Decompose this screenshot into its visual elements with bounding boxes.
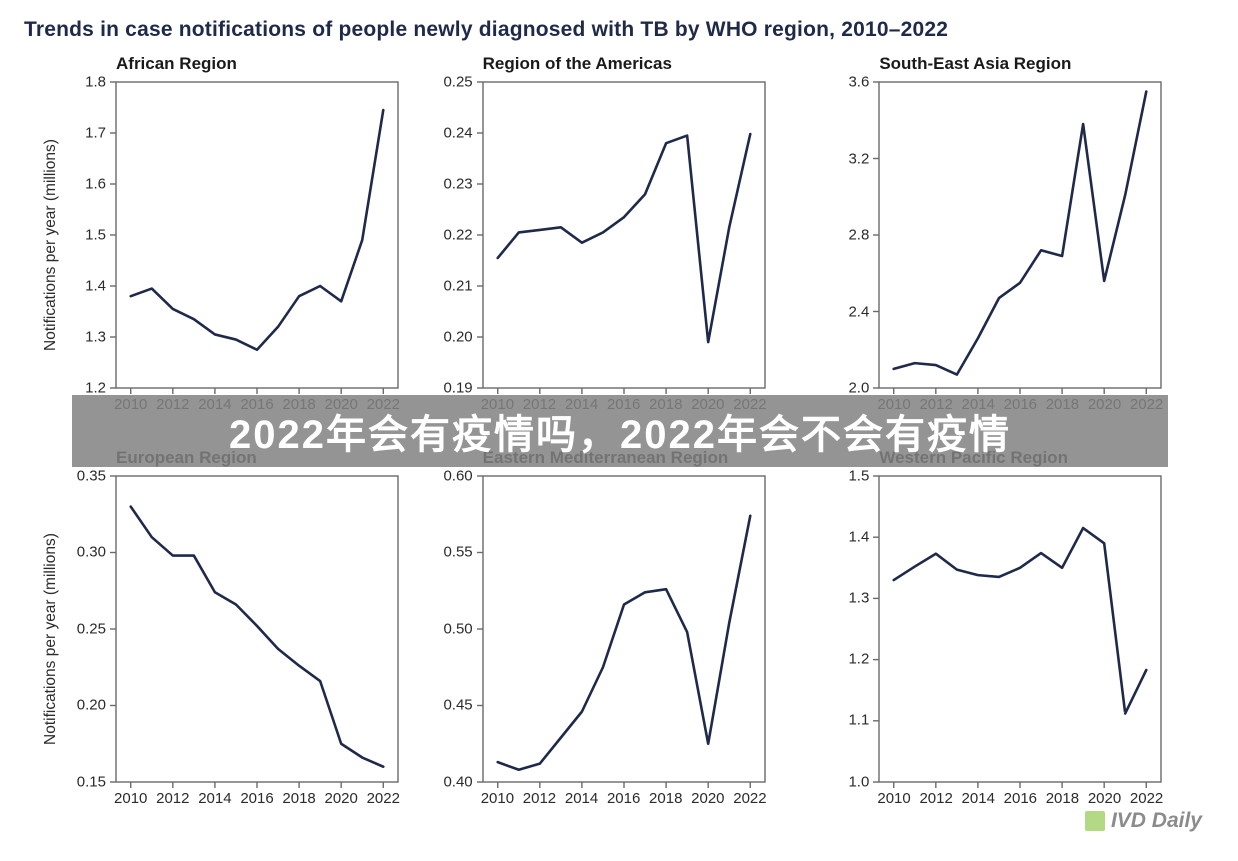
y-tick-label: 0.20 [443, 329, 472, 346]
y-tick-label: 3.2 [848, 150, 869, 167]
series-line [497, 515, 750, 769]
y-tick-label: 1.5 [85, 227, 106, 244]
plot-area [879, 476, 1161, 782]
series-line-tail [1126, 670, 1147, 713]
y-tick-label: 1.4 [848, 528, 869, 545]
x-tick-label: 2018 [1046, 790, 1079, 807]
panel-seasia: South-East Asia Region2.02.42.83.23.6201… [817, 48, 1214, 442]
y-tick-label: 0.45 [443, 697, 472, 714]
panel-african: African Region Notifications per year (mi… [24, 48, 421, 442]
x-tick-label: 2012 [156, 790, 189, 807]
panel-emed: Eastern Mediterranean Region0.400.450.50… [421, 442, 818, 836]
watermark-text: IVD Daily [1111, 809, 1202, 833]
y-tick-label: 0.23 [443, 176, 472, 193]
y-axis-label: Notifications per year (millions) [42, 139, 60, 351]
x-tick-label: 2022 [1130, 790, 1163, 807]
x-tick-label: 2014 [198, 790, 231, 807]
x-tick-label: 2010 [114, 790, 147, 807]
y-tick-label: 0.20 [77, 697, 106, 714]
y-tick-label: 0.25 [443, 74, 472, 91]
x-tick-label: 2020 [1088, 790, 1121, 807]
panel-wpac: Western Pacific Region1.01.11.21.31.41.5… [817, 442, 1214, 836]
y-tick-label: 1.0 [848, 773, 869, 790]
y-tick-label: 0.15 [77, 773, 106, 790]
x-tick-label: 2012 [523, 790, 556, 807]
y-tick-label: 0.19 [443, 380, 472, 397]
series-line [131, 110, 384, 350]
x-tick-label: 2010 [481, 790, 514, 807]
plot-area [879, 82, 1161, 388]
x-tick-label: 2016 [1004, 790, 1037, 807]
x-tick-label: 2016 [240, 790, 273, 807]
x-tick-label: 2016 [607, 790, 640, 807]
series-line [131, 506, 384, 766]
y-tick-label: 1.2 [85, 380, 106, 397]
plot-area [116, 476, 398, 782]
y-tick-label: 2.0 [848, 380, 869, 397]
y-tick-label: 1.7 [85, 125, 106, 142]
wechat-icon [1085, 811, 1105, 831]
y-tick-label: 1.3 [85, 329, 106, 346]
y-tick-label: 1.5 [848, 467, 869, 484]
y-tick-label: 2.4 [848, 303, 869, 320]
x-tick-label: 2014 [962, 790, 995, 807]
y-tick-label: 2.8 [848, 227, 869, 244]
x-tick-label: 2020 [324, 790, 357, 807]
page-title: Trends in case notifications of people n… [24, 18, 1214, 42]
y-tick-label: 0.40 [443, 773, 472, 790]
y-tick-label: 1.8 [85, 74, 106, 91]
y-tick-label: 3.6 [848, 74, 869, 91]
y-tick-label: 1.2 [848, 651, 869, 668]
x-tick-label: 2018 [649, 790, 682, 807]
y-tick-label: 0.35 [77, 467, 106, 484]
y-axis-label: Notifications per year (millions) [42, 533, 60, 745]
y-tick-label: 0.60 [443, 467, 472, 484]
series-line [894, 528, 1147, 716]
x-tick-label: 2018 [282, 790, 315, 807]
x-tick-label: 2010 [877, 790, 910, 807]
y-tick-label: 0.55 [443, 544, 472, 561]
y-tick-label: 0.50 [443, 620, 472, 637]
y-tick-label: 0.25 [77, 620, 106, 637]
overlay-banner-text: 2022年会有疫情吗，2022年会不会有疫情 [229, 402, 1011, 460]
y-tick-label: 1.4 [85, 278, 106, 295]
y-tick-label: 1.1 [848, 712, 869, 729]
plot-area [483, 476, 765, 782]
series-line [497, 134, 750, 342]
y-tick-label: 1.3 [848, 589, 869, 606]
watermark: IVD Daily [1085, 809, 1202, 833]
plot-area [116, 82, 398, 388]
series-line [894, 92, 1147, 375]
overlay-banner: 2022年会有疫情吗，2022年会不会有疫情 [72, 395, 1168, 467]
panel-americas: Region of the Americas 0.19 0.20 0.21 0.22 0.… [421, 48, 818, 442]
panel-title: South-East Asia Region [879, 54, 1071, 74]
y-tick-label: 0.22 [443, 227, 472, 244]
y-tick-label: 0.24 [443, 125, 472, 142]
y-tick-label: 0.30 [77, 544, 106, 561]
y-tick-label: 0.21 [443, 278, 472, 295]
x-tick-label: 2020 [691, 790, 724, 807]
x-tick-label: 2022 [733, 790, 766, 807]
panel-title: African Region [116, 54, 237, 74]
plot-area [483, 82, 765, 388]
x-tick-label: 2014 [565, 790, 598, 807]
page-root: Trends in case notifications of people n… [0, 0, 1238, 861]
panel-europe: European RegionNotifications per year (m… [24, 442, 421, 836]
panel-title: Region of the Americas [483, 54, 672, 74]
x-tick-label: 2012 [919, 790, 952, 807]
y-tick-label: 1.6 [85, 176, 106, 193]
x-tick-label: 2022 [367, 790, 400, 807]
